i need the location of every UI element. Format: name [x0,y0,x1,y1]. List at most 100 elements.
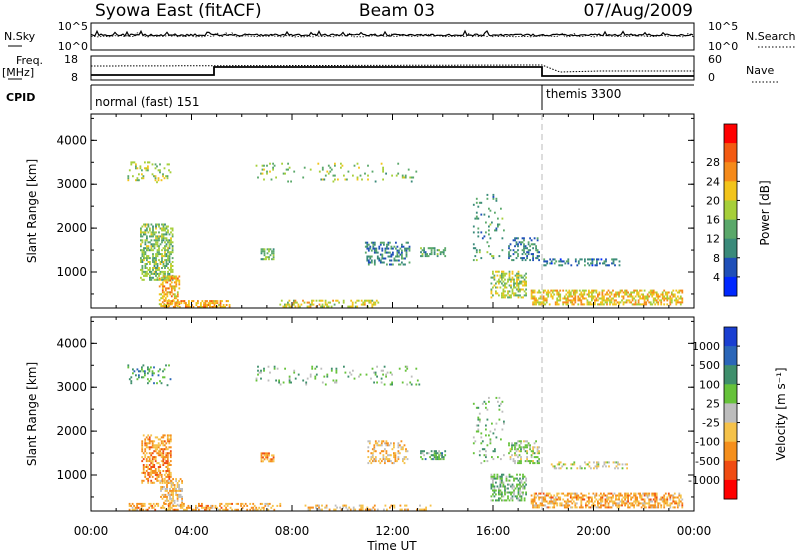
heatmap-cell [160,297,163,300]
nave-right-tick-bottom: 0 [708,71,715,84]
colorbar-tick-label: 24 [706,175,720,188]
heatmap-cell [433,251,436,254]
heatmap-cell [508,272,511,275]
heatmap-cell [390,460,392,463]
heatmap-cell [622,502,625,505]
heatmap-cell [512,249,515,252]
heatmap-cell [517,286,520,289]
heatmap-cell [541,504,543,507]
heatmap-cell [530,295,533,298]
heatmap-cell [523,499,526,502]
heatmap-cell [164,265,166,267]
heatmap-cell [545,494,548,497]
heatmap-cell [600,500,602,503]
heatmap-cell [421,452,424,455]
heatmap-cell [132,175,134,178]
heatmap-cell [542,496,545,499]
heatmap-cell [507,495,509,498]
heatmap-cell [501,499,503,502]
heatmap-cell [163,304,166,306]
heatmap-cell [167,291,170,294]
heatmap-cell [525,272,527,275]
heatmap-cell [524,247,527,250]
heatmap-cell [483,448,486,451]
heatmap-cell [170,253,172,256]
heatmap-cell [639,492,641,495]
heatmap-cell [520,442,522,445]
heatmap-cell [597,461,600,464]
heatmap-cell [141,272,144,275]
heatmap-cell [419,508,421,511]
heatmap-cell [568,289,571,292]
heatmap-cell [507,296,509,299]
heatmap-cell [271,252,273,255]
heatmap-cell [143,255,145,258]
heatmap-cell [399,263,402,266]
heatmap-cell [640,502,643,505]
heatmap-cell [145,436,148,439]
heatmap-cell [630,502,632,505]
heatmap-cell [393,504,396,507]
heatmap-cell [541,502,543,505]
heatmap-cell [160,179,163,182]
heatmap-cell [477,231,480,234]
heatmap-cell [141,376,143,379]
heatmap-cell [169,291,172,294]
heatmap-cell [142,376,145,379]
heatmap-cell [663,496,666,499]
heatmap-cell [266,252,269,255]
heatmap-cell [607,496,610,499]
heatmap-cell [600,303,602,306]
heatmap-cell [562,303,565,306]
heatmap-cell [566,301,569,304]
heatmap-cell [144,471,147,474]
heatmap-cell [198,504,200,507]
heatmap-cell [150,378,152,381]
heatmap-cell [649,301,652,304]
heatmap-cell [556,502,559,505]
heatmap-cell [367,450,370,453]
heatmap-cell [657,506,660,509]
heatmap-cell [679,289,682,292]
heatmap-cell [276,504,279,507]
heatmap-cell [489,440,492,443]
heatmap-cell [572,291,575,294]
heatmap-cell [615,496,617,499]
heatmap-cell [140,268,142,271]
heatmap-cell [416,508,418,511]
heatmap-cell [293,369,296,372]
heatmap-cell [588,264,591,267]
heatmap-cell [570,467,573,470]
heatmap-cell [475,197,478,200]
heatmap-cell [373,458,376,461]
heatmap-cell [170,486,173,488]
heatmap-cell [131,508,134,511]
heatmap-cell [143,257,145,260]
heatmap-cell [497,456,499,459]
x-tick-label: 12:00 [375,524,410,538]
heatmap-cell [505,272,508,275]
heatmap-cell [330,168,333,171]
heatmap-cell [517,272,520,275]
heatmap-cell [315,305,318,308]
heatmap-cell [279,383,282,386]
heatmap-cell [167,493,170,496]
heatmap-cell [145,452,148,455]
heatmap-cell [609,301,611,304]
heatmap-cell [266,256,269,259]
heatmap-cell [595,297,598,300]
heatmap-cell [405,508,408,511]
heatmap-cell [522,280,524,283]
heatmap-cell [155,253,157,256]
heatmap-cell [435,458,437,461]
heatmap-cell [356,305,359,308]
heatmap-cell [156,239,159,242]
heatmap-cell [155,235,157,238]
heatmap-cell [160,480,162,483]
heatmap-cell [164,489,167,492]
heatmap-cell [279,502,282,505]
heatmap-cell [171,261,174,263]
heatmap-cell [366,257,369,260]
heatmap-cell [165,470,168,472]
heatmap-cell [495,292,497,295]
